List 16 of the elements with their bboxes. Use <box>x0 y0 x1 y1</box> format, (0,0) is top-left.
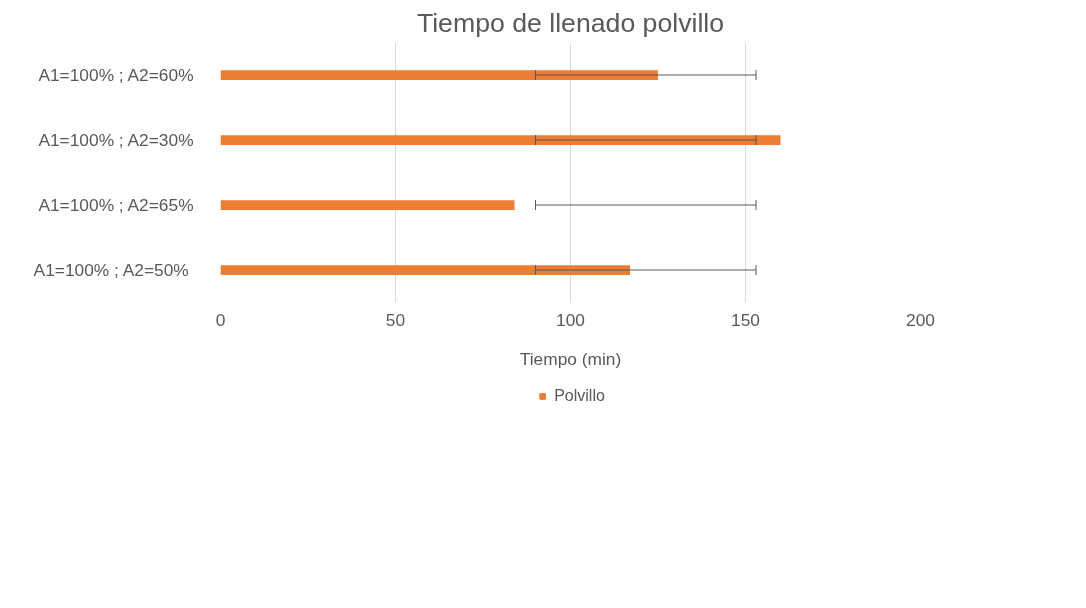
x-tick-label: 150 <box>731 309 760 330</box>
y-tick-label: A1=100% ; A2=30% <box>38 130 194 150</box>
bar <box>220 265 630 275</box>
legend-label: Polvillo <box>554 387 605 405</box>
x-tick-label: 100 <box>556 309 585 330</box>
x-tick-label: 200 <box>906 309 935 330</box>
x-tick-label: 0 <box>215 309 226 330</box>
chart-title: Tiempo de llenado polvillo <box>416 7 725 38</box>
bar <box>220 135 781 145</box>
y-tick-label: A1=100% ; A2=50% <box>33 260 189 280</box>
y-tick-label: A1=100% ; A2=65% <box>38 195 194 215</box>
bar <box>220 70 658 80</box>
bar <box>220 200 515 210</box>
x-axis-title: Tiempo (min) <box>519 348 622 369</box>
y-tick-label: A1=100% ; A2=60% <box>38 65 194 85</box>
x-tick-label: 50 <box>385 309 406 330</box>
